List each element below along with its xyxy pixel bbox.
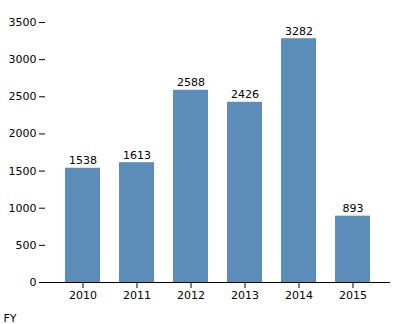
svg-text:1000: 1000 xyxy=(9,202,37,215)
svg-text:3000: 3000 xyxy=(9,53,37,66)
svg-text:1538: 1538 xyxy=(69,154,97,167)
svg-text:2012: 2012 xyxy=(177,289,205,302)
svg-text:2014: 2014 xyxy=(285,289,313,302)
svg-text:1500: 1500 xyxy=(9,165,37,178)
svg-text:2000: 2000 xyxy=(9,127,37,140)
svg-text:2426: 2426 xyxy=(231,88,259,101)
svg-text:2011: 2011 xyxy=(123,289,151,302)
svg-text:FY: FY xyxy=(4,312,17,324)
svg-text:3500: 3500 xyxy=(9,16,37,29)
svg-text:2588: 2588 xyxy=(177,76,205,89)
svg-text:500: 500 xyxy=(16,239,37,252)
svg-text:2500: 2500 xyxy=(9,90,37,103)
svg-text:0: 0 xyxy=(30,276,37,289)
svg-text:1613: 1613 xyxy=(123,149,151,162)
svg-text:893: 893 xyxy=(343,202,364,215)
svg-text:2010: 2010 xyxy=(69,289,97,302)
svg-text:2013: 2013 xyxy=(231,289,259,302)
svg-text:3282: 3282 xyxy=(285,25,313,38)
svg-text:2015: 2015 xyxy=(339,289,367,302)
